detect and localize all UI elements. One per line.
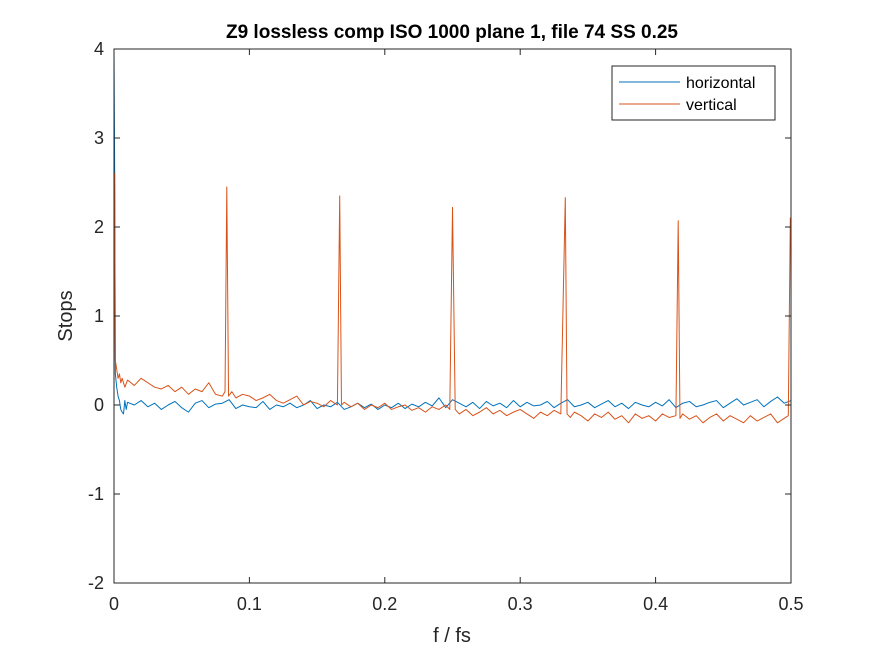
x-tick-label: 0.5 [778, 594, 803, 614]
chart-title: Z9 lossless comp ISO 1000 plane 1, file … [226, 22, 678, 43]
x-tick-label: 0.1 [237, 594, 262, 614]
legend-label-horizontal: horizontal [686, 75, 755, 92]
legend-box [611, 65, 776, 121]
series-line-vertical [113, 173, 791, 424]
x-axis-label: f / fs [433, 625, 471, 647]
y-tick-label: 4 [94, 39, 104, 59]
legend: horizontal vertical [611, 65, 776, 121]
y-tick-label: -2 [88, 573, 104, 593]
x-tick-label: 0.4 [643, 594, 668, 614]
y-tick-label: 0 [94, 395, 104, 415]
plot-area [114, 49, 791, 583]
y-axis-label: Stops [55, 290, 77, 341]
series-line-horizontal [113, 48, 792, 415]
x-tick-label: 0.3 [508, 594, 533, 614]
legend-label-vertical: vertical [686, 97, 737, 114]
y-tick-label: 2 [94, 217, 104, 237]
series-layer [113, 48, 792, 424]
x-tick-label: 0.2 [372, 594, 397, 614]
y-tick-label: 1 [94, 306, 104, 326]
y-tick-label: 3 [94, 128, 104, 148]
ticks-layer: 0 0.1 0.2 0.3 0.4 0.5 -2 -1 0 1 2 3 4 [88, 39, 804, 614]
y-tick-label: -1 [88, 484, 104, 504]
x-tick-label: 0 [109, 594, 119, 614]
